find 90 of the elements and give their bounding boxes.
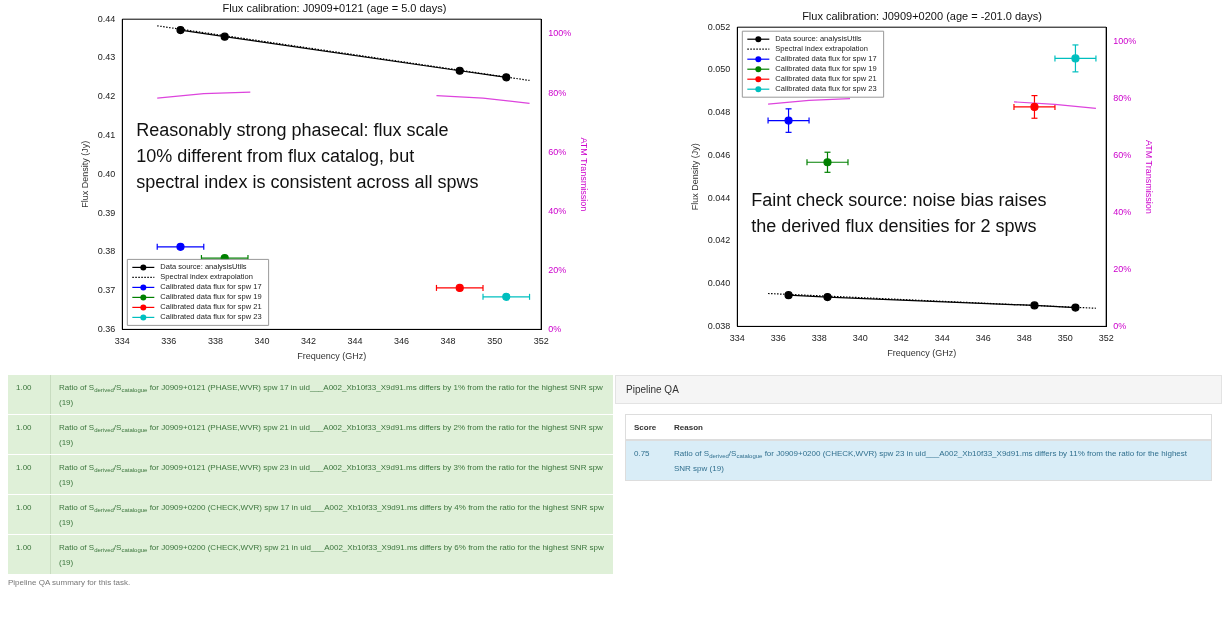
y2-tick-label: 40% [548,205,567,216]
text: Ratio of S$_{derived}$/S$_{catalogue}$ for J0909+0121 (PHASE,WVR) spw 23 in uid___A002_Xb10f33_X9d91.ms differs by 3% from the ratio for the highest SNR spw (19) [59,463,603,487]
x-tick-label: 334 [729,333,745,344]
y-tick-label: 0.36 [97,323,116,334]
x-tick-label: 338 [207,336,223,347]
point [455,66,464,75]
x-axis-title: Frequency (GHz) [297,351,367,362]
point [784,291,793,300]
text: 1.00 [8,454,51,495]
y2-tick-label: 60% [548,146,567,157]
x-tick-label: 348 [1016,333,1032,344]
point [1071,54,1080,63]
y-axis-title: Flux Density (Jy) [689,143,700,211]
y-tick-label: 0.44 [97,13,116,24]
x-tick-label: 348 [440,336,456,347]
annotation: Reasonably strong phasecal: flux scale 10% different from flux catalog, but spectral index is consistent across all spws [136,119,479,192]
x-tick-label: 340 [254,336,270,347]
x-tick-label: 340 [852,333,868,344]
point [1030,102,1039,112]
text: Pipeline QA summary for this task. [8,578,132,587]
text: Ratio of S$_{derived}$/S$_{catalogue}$ for J0909+0200 (CHECK,WVR) spw 21 in uid___A002_Xb10f33_X9d91.ms differs by 6% from the ratio for the highest SNR spw (19) [59,543,604,567]
y-tick-label: 0.050 [707,64,731,75]
text: Pipeline QA [615,375,1222,404]
chart-title: Flux calibration: J0909+0200 (age = -201.0 days) [802,9,1042,22]
y-tick-label: 0.37 [97,285,116,296]
y-tick-label: 0.41 [97,130,116,141]
y-tick-label: 0.38 [97,246,116,257]
text: 0.75 [626,440,666,480]
y2-tick-label: 40% [1113,206,1132,217]
x-tick-label: 334 [114,336,130,347]
y-tick-label: 0.42 [97,91,116,102]
y2-tick-label: 80% [1113,92,1132,103]
point [176,25,185,35]
x-tick-label: 350 [1057,333,1073,344]
y-tick-label: 0.038 [707,320,731,331]
y-tick-label: 0.048 [707,107,731,118]
text: Ratio of S$_{derived}$/S$_{catalogue}$ for J0909+0200 (CHECK,WVR) spw 23 in uid___A002_Xb10f33_X9d91.ms differs by 11% from the ratio for the highest SNR spw (19) [674,449,1188,473]
point [823,158,832,167]
x-tick-label: 336 [161,336,177,347]
text: Ratio of S$_{derived}$/S$_{catalogue}$ for J0909+0200 (CHECK,WVR) spw 17 in uid___A002_Xb10f33_X9d91.ms differs by 4% from the ratio for the highest SNR spw (19) [59,503,604,527]
y2-tick-label: 100% [548,28,572,39]
annotation: Faint check source: noise bias raises the derived flux densities for 2 spws [751,189,1047,236]
point [220,32,229,41]
point [502,73,511,82]
point [823,293,832,302]
y-tick-label: 0.046 [707,149,731,160]
text: 1.00 [8,375,51,415]
chart-title: Flux calibration: J0909+0121 (age = 5.0 days) [222,1,447,14]
point [502,292,511,301]
y-tick-label: 0.40 [97,168,116,179]
y2-tick-label: 20% [1113,263,1132,274]
text: Reason [666,415,1211,440]
y2-tick-label: 80% [548,87,567,98]
text: Ratio of S$_{derived}$/S$_{catalogue}$ for J0909+0121 (PHASE,WVR) spw 21 in uid___A002_Xb10f33_X9d91.ms differs by 2% from the ratio for the highest SNR spw (19) [59,423,603,447]
x-tick-label: 350 [487,336,503,347]
y-tick-label: 0.040 [707,278,731,289]
point [455,283,464,293]
point [1030,301,1039,310]
y-tick-label: 0.43 [97,52,116,63]
y-tick-label: 0.052 [707,21,731,32]
x-tick-label: 346 [975,333,991,344]
y-axis-title: Flux Density (Jy) [79,140,90,208]
y2-tick-label: 100% [1113,35,1137,46]
y-tick-label: 0.042 [707,235,731,246]
y-tick-label: 0.39 [97,207,116,218]
y2-tick-label: 0% [548,323,562,334]
y2-axis-title: ATM Transmission [579,137,590,212]
text: 1.00 [8,534,51,575]
text: Score [626,415,666,440]
x-tick-label: 338 [811,333,827,344]
text: 1.00 [8,494,51,535]
x-tick-label: 346 [394,336,410,347]
text: Ratio of S$_{derived}$/S$_{catalogue}$ for J0909+0121 (PHASE,WVR) spw 17 in uid___A002_Xb10f33_X9d91.ms differs by 1% from the ratio for the highest SNR spw (19) [59,383,603,407]
point [784,116,793,125]
x-tick-label: 336 [770,333,786,344]
x-tick-label: 352 [533,336,549,347]
y2-tick-label: 20% [548,264,567,275]
x-axis-title: Frequency (GHz) [887,348,957,359]
x-tick-label: 344 [934,333,950,344]
y2-tick-label: 60% [1113,149,1132,160]
y2-tick-label: 0% [1113,320,1127,331]
point [1071,303,1080,312]
y2-axis-title: ATM Transmission [1144,139,1155,214]
y-tick-label: 0.044 [707,192,731,203]
x-tick-label: 344 [347,336,363,347]
x-tick-label: 352 [1098,333,1114,344]
text: 1.00 [8,414,51,455]
x-tick-label: 342 [300,336,316,347]
point [176,242,185,251]
x-tick-label: 342 [893,333,909,344]
